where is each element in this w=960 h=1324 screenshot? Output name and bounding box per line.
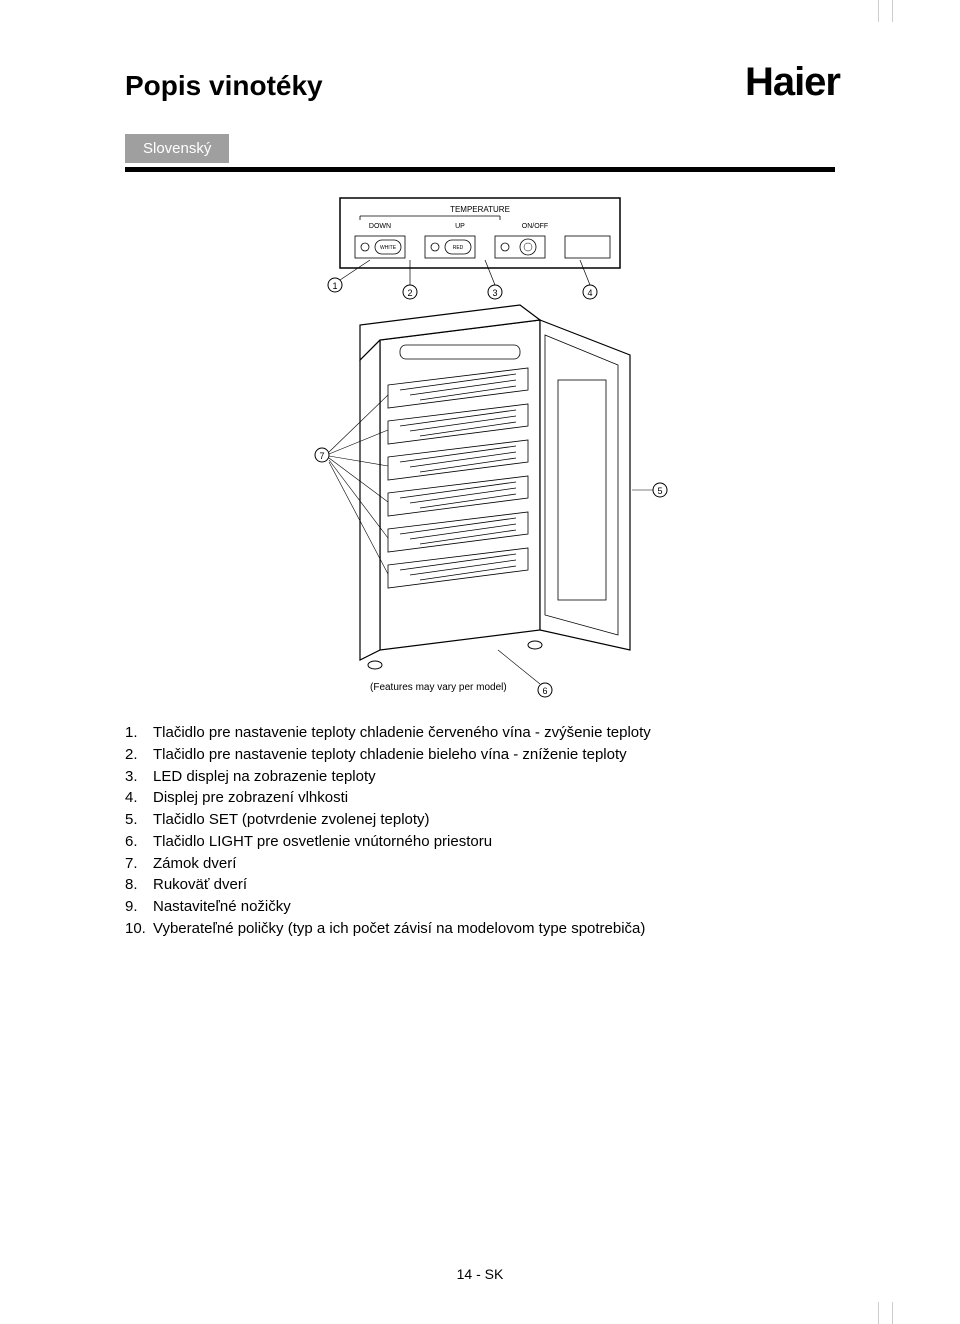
list-item: 9.Nastaviteľné nožičky xyxy=(125,896,835,918)
list-item: 6.Tlačidlo LIGHT pre osvetlenie vnútorné… xyxy=(125,831,835,853)
list-item: 1.Tlačidlo pre nastavenie teploty chlade… xyxy=(125,722,835,744)
page-number: 14 - SK xyxy=(0,1266,960,1282)
page-title: Popis vinotéky xyxy=(125,70,835,102)
list-item: 7.Zámok dverí xyxy=(125,853,835,875)
svg-text:DOWN: DOWN xyxy=(369,223,391,230)
svg-text:5: 5 xyxy=(657,486,662,496)
list-item: 4.Displej pre zobrazení vlhkosti xyxy=(125,787,835,809)
page-edge-markers xyxy=(878,0,908,1324)
manual-page: Popis vinotéky Haier Slovenský TEMPERATU… xyxy=(0,0,960,1324)
panel-heading: TEMPERATURE xyxy=(450,205,510,214)
svg-text:2: 2 xyxy=(407,288,412,298)
diagram-container: TEMPERATURE DOWN UP ON/OFF WHITE RED 1 2 xyxy=(125,190,835,710)
svg-text:4: 4 xyxy=(587,288,592,298)
svg-text:WHITE: WHITE xyxy=(380,245,397,251)
list-item: 8.Rukoväť dverí xyxy=(125,874,835,896)
feature-list: 1.Tlačidlo pre nastavenie teploty chlade… xyxy=(125,722,835,940)
list-item: 3.LED displej na zobrazenie teploty xyxy=(125,766,835,788)
svg-text:RED: RED xyxy=(453,245,464,251)
wine-cooler-diagram: TEMPERATURE DOWN UP ON/OFF WHITE RED 1 2 xyxy=(260,190,700,710)
svg-text:7: 7 xyxy=(319,451,324,461)
diagram-note: (Features may vary per model) xyxy=(370,682,507,693)
list-item: 5.Tlačidlo SET (potvrdenie zvolenej tepl… xyxy=(125,809,835,831)
header-divider xyxy=(125,167,835,172)
list-item: 2.Tlačidlo pre nastavenie teploty chlade… xyxy=(125,744,835,766)
svg-text:ON/OFF: ON/OFF xyxy=(522,223,548,230)
brand-logo: Haier xyxy=(745,60,840,105)
svg-text:6: 6 xyxy=(542,686,547,696)
svg-text:UP: UP xyxy=(455,223,465,230)
svg-text:3: 3 xyxy=(492,288,497,298)
list-item: 10.Vyberateľné poličky (typ a ich počet … xyxy=(125,918,835,940)
svg-text:1: 1 xyxy=(332,281,337,291)
language-tab: Slovenský xyxy=(125,134,229,163)
